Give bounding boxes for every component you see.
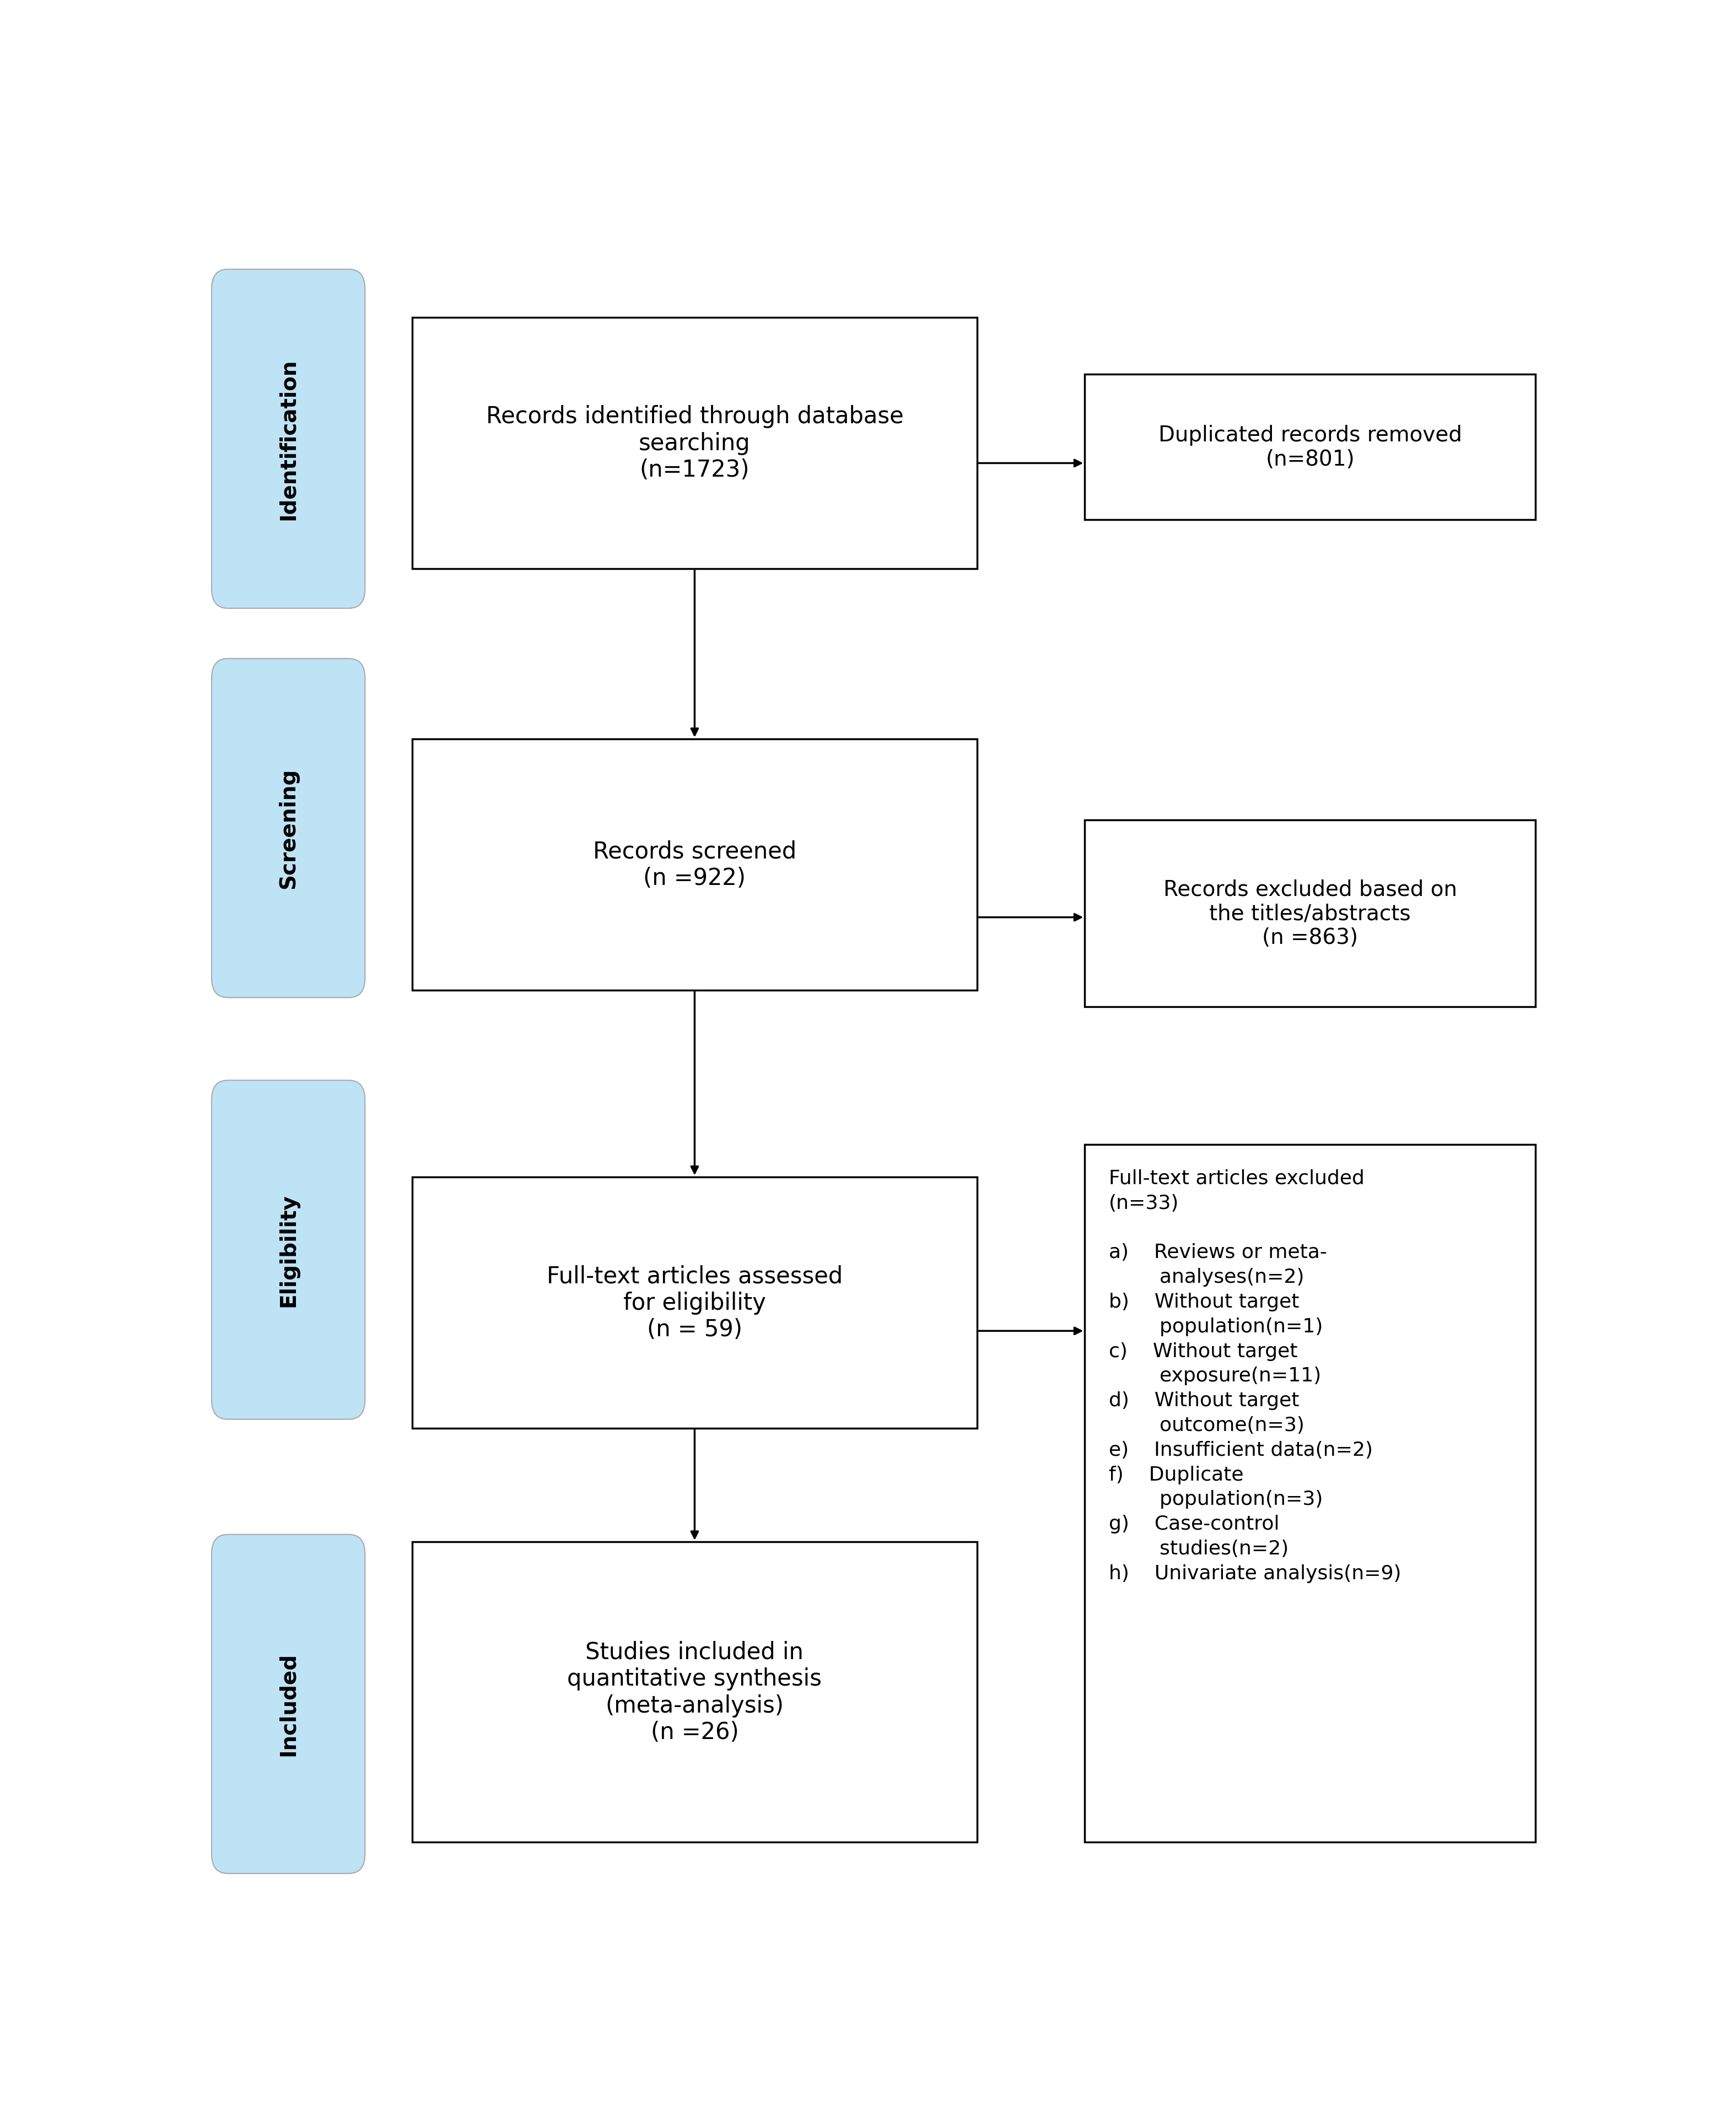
Text: Records screened
(n =922): Records screened (n =922) bbox=[594, 840, 797, 891]
FancyBboxPatch shape bbox=[411, 1177, 977, 1428]
FancyBboxPatch shape bbox=[212, 1535, 365, 1874]
FancyBboxPatch shape bbox=[1085, 1146, 1536, 1843]
Text: Screening: Screening bbox=[278, 769, 299, 889]
FancyBboxPatch shape bbox=[411, 318, 977, 569]
Text: Studies included in
quantitative synthesis
(meta-analysis)
(n =26): Studies included in quantitative synthes… bbox=[568, 1641, 821, 1744]
FancyBboxPatch shape bbox=[411, 739, 977, 990]
Text: Eligibility: Eligibility bbox=[278, 1194, 299, 1306]
FancyBboxPatch shape bbox=[1085, 375, 1536, 520]
Text: Included: Included bbox=[278, 1653, 299, 1756]
Text: Full-text articles excluded
(n=33)

a)    Reviews or meta-
        analyses(n=2): Full-text articles excluded (n=33) a) Re… bbox=[1109, 1169, 1401, 1582]
FancyBboxPatch shape bbox=[411, 1542, 977, 1843]
Text: Duplicated records removed
(n=801): Duplicated records removed (n=801) bbox=[1158, 425, 1462, 470]
Text: Full-text articles assessed
for eligibility
(n = 59): Full-text articles assessed for eligibil… bbox=[547, 1264, 842, 1342]
Text: Records identified through database
searching
(n=1723): Records identified through database sear… bbox=[486, 404, 903, 482]
Text: Identification: Identification bbox=[278, 358, 299, 520]
FancyBboxPatch shape bbox=[212, 1080, 365, 1419]
Text: Records excluded based on
the titles/abstracts
(n =863): Records excluded based on the titles/abs… bbox=[1163, 878, 1457, 948]
FancyBboxPatch shape bbox=[212, 270, 365, 609]
FancyBboxPatch shape bbox=[1085, 819, 1536, 1007]
FancyBboxPatch shape bbox=[212, 659, 365, 998]
